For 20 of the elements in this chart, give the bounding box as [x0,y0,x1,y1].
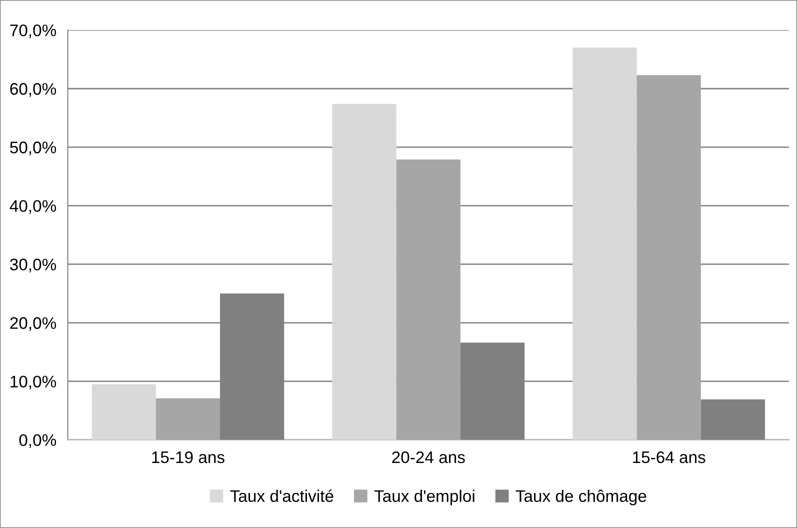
y-tick-label: 50,0% [10,142,56,156]
x-tick-label: 15-64 ans [633,451,706,464]
y-tick-label: 30,0% [10,258,56,272]
y-tick-label: 40,0% [10,200,56,214]
bar [572,48,637,440]
bar [396,159,460,440]
y-tick-label: 20,0% [10,317,56,331]
legend-label: Taux d'activité [230,490,334,502]
bar [156,398,220,440]
x-tick-label: 15-19 ans [152,451,224,464]
y-tick-label: 70,0% [10,24,56,38]
y-tick-label: 0,0% [19,434,56,448]
x-tick-label: 20-24 ans [392,451,465,464]
bar [332,104,396,440]
y-tick-label: 60,0% [10,83,56,97]
legend-label: Taux d'emploi [374,490,474,506]
y-tick-label: 10,0% [10,376,56,390]
bar [92,384,156,440]
bar [636,75,701,440]
legend-label: Taux de chômage [516,490,646,506]
